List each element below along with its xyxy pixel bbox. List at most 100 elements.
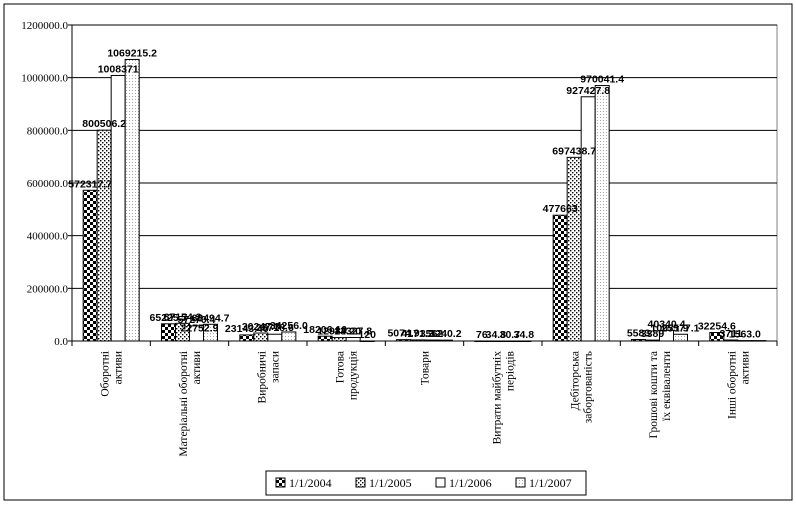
data-label: 30.7 [500, 329, 521, 341]
category-label-line: Дебіторська [570, 351, 582, 410]
bar [516, 340, 532, 342]
bar [645, 339, 660, 342]
bar [594, 85, 610, 342]
data-label: 3389 [641, 328, 665, 340]
bar [580, 96, 596, 342]
data-label: 120 [358, 329, 376, 341]
category-label-line: запаси [269, 351, 281, 383]
bar [239, 334, 255, 342]
legend-swatch [515, 477, 526, 488]
category-label: Грошові кошти та їх еквіваленти [648, 351, 673, 438]
bar [345, 336, 361, 342]
legend-swatch [275, 477, 286, 488]
category-label-line: продукція [348, 350, 360, 400]
y-tick-label: 1200000.0 [21, 20, 68, 32]
data-labels: 572317.7 65225.7 23143.40 18206.10 5074.9 76 4… [68, 47, 761, 341]
bar [359, 340, 375, 342]
bar [502, 340, 518, 342]
category-label: Витрати майбутніх періодів [491, 350, 516, 444]
data-label: 13327.8 [334, 325, 372, 337]
category-label-line: активи [191, 351, 203, 384]
category-label-line: Витрати майбутніх [491, 351, 503, 445]
category-label-line: періодів [504, 350, 516, 391]
category-label-line: Матеріальні оборотні [178, 351, 190, 457]
data-label: 12984.20 [317, 326, 361, 338]
bar [82, 189, 98, 342]
y-tick-label: 400000.0 [27, 231, 69, 243]
y-tick-label: 200000.0 [27, 283, 69, 295]
bar [438, 339, 453, 342]
bar [566, 156, 582, 342]
category-label-line: Виробничі [256, 351, 268, 403]
category-label: Товари [420, 351, 432, 385]
legend-label: 1/1/2006 [449, 476, 492, 490]
y-tick-label: 0.0 [54, 336, 68, 348]
data-label: 32254.6 [698, 321, 736, 333]
bar [424, 339, 439, 342]
bar [281, 331, 297, 342]
legend-swatch [355, 477, 366, 488]
bar [751, 340, 767, 342]
category-label-line: їх еквіваленти [661, 351, 673, 421]
bars [82, 58, 767, 342]
bar [161, 323, 176, 342]
legend-label: 1/1/2004 [289, 476, 332, 490]
data-label: 1069215.2 [107, 47, 157, 59]
data-label: 22752.9 [181, 323, 219, 335]
data-label: 25718.6 [256, 322, 294, 334]
data-label: 572317.7 [68, 178, 112, 190]
data-label: 30247.3 [242, 321, 280, 333]
category-label-line: Оборотні [100, 351, 112, 397]
data-label: 1563.0 [729, 329, 761, 341]
bar [709, 332, 725, 342]
data-label: 3562 [420, 328, 444, 340]
category-label-line: Товари [420, 351, 432, 385]
category-label-line: Грошові кошти та [648, 351, 660, 438]
bar [488, 340, 504, 342]
data-label: 76 [476, 329, 488, 341]
legend-label: 1/1/2005 [369, 476, 412, 490]
legend: 1/1/2004 1/1/2005 1/1/2006 1/1/2007 [265, 470, 587, 496]
data-label: 970041.4 [580, 74, 624, 86]
data-label: 40340.4 [648, 318, 686, 330]
data-label: 25577.1 [662, 322, 700, 334]
data-label: 63494.7 [192, 312, 230, 324]
y-tick-label: 600000.0 [27, 178, 69, 190]
bar [96, 129, 112, 342]
bar [673, 333, 688, 342]
category-labels: Оборотні активи Матеріальні оборотні активи… [100, 350, 752, 456]
category-label-line: активи [739, 351, 751, 384]
category-label: Інші оборотні активи [726, 351, 751, 419]
data-label: 5074.9 [387, 328, 419, 340]
data-label: 34256.0 [270, 320, 308, 332]
data-label: 800506.2 [82, 118, 126, 130]
y-tick-label: 1000000.0 [21, 73, 68, 85]
category-label: Оборотні активи [100, 351, 125, 397]
data-label: 67154.2 [164, 311, 202, 323]
bar [474, 340, 490, 342]
bar [203, 323, 218, 342]
bar [410, 339, 425, 342]
category-label-line: Інші оборотні [726, 351, 738, 419]
data-label: 5583 [627, 328, 651, 340]
data-label: 23143.40 [225, 323, 269, 335]
data-label: 3711 [719, 328, 742, 340]
bar [110, 74, 126, 342]
data-label: 65225.7 [150, 312, 188, 324]
data-label: 34.8 [514, 329, 535, 341]
data-label: 4171.2 [401, 328, 433, 340]
bar [331, 337, 347, 342]
category-label-line: заборгованість [583, 351, 595, 423]
category-label: Матеріальні оборотні активи [178, 351, 203, 457]
data-label: 1008371 [98, 63, 139, 75]
data-label: 34.8 [486, 329, 507, 341]
category-label-line: активи [113, 351, 125, 384]
data-label: 697438.7 [552, 145, 596, 157]
y-tick-label: 800000.0 [27, 125, 69, 137]
bar [552, 214, 568, 342]
category-label: Дебіторська заборгованість [570, 351, 595, 423]
data-label: 477663 [543, 203, 578, 215]
data-label: 18206.10 [303, 324, 347, 336]
